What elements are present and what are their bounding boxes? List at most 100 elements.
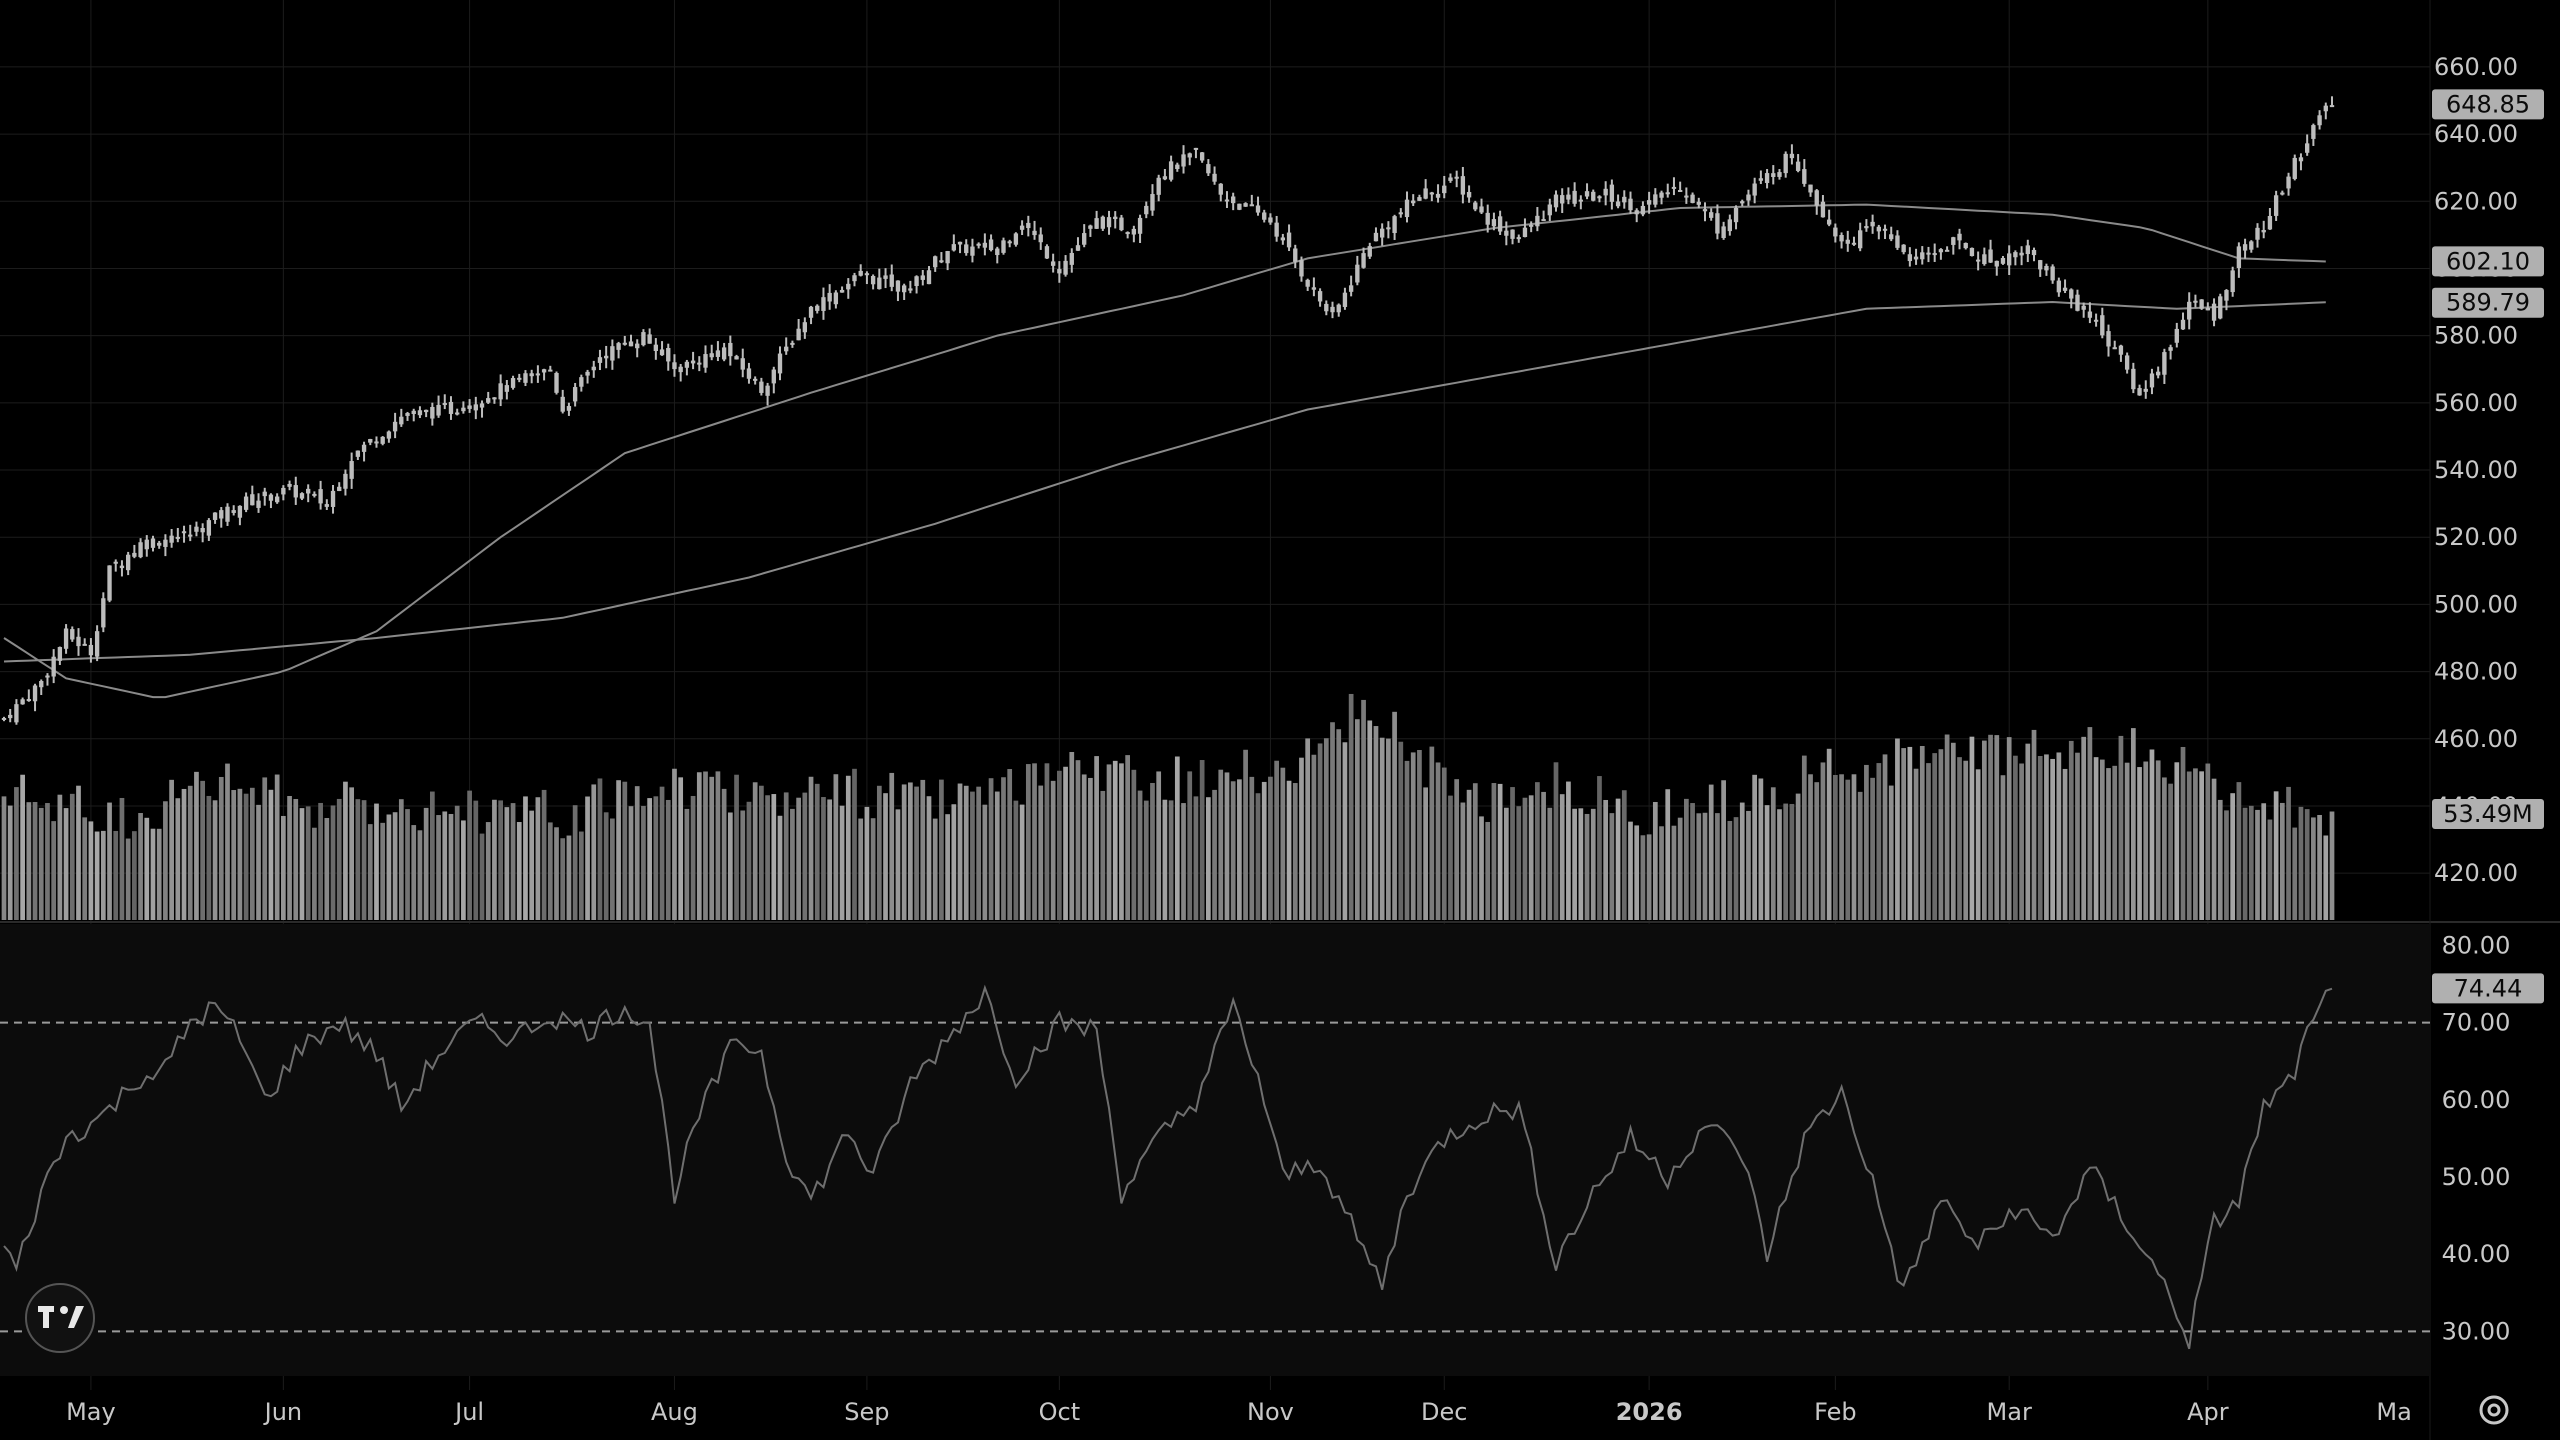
candle-body [2149,373,2155,388]
volume-bar [1944,734,1950,920]
price-tick-label: 620.00 [2434,187,2518,215]
volume-bar [1348,693,1354,920]
volume-bar [1212,789,1217,920]
price-tick-label: 460.00 [2434,725,2518,753]
volume-bar [150,828,156,920]
candle-body [1628,198,1633,211]
volume-bar [107,802,112,920]
candle-body [684,361,690,368]
volume-bar [374,803,379,920]
candle-body [1193,147,1199,150]
volume-bar [641,805,646,920]
volume-bar [1615,798,1621,920]
gear-icon[interactable] [2479,1395,2509,1425]
candle-body [368,439,373,443]
volume-bar [2292,827,2298,920]
osc-tick-label: 30.00 [2442,1317,2511,1345]
volume-bar [156,828,162,920]
volume-bar [1957,757,1962,920]
volume-bar [1255,793,1261,920]
volume-bar [448,813,454,920]
volume-bar [187,785,193,920]
volume-bar [932,818,938,920]
volume-bar [1181,803,1186,920]
candle-body [2013,252,2018,258]
volume-bar [380,822,386,920]
candle-body [1553,194,1559,208]
volume-bar [1230,781,1236,920]
volume-bar [1646,834,1652,920]
candle-body [361,444,367,452]
volume-bar [951,804,957,920]
candle-body [2230,270,2235,293]
candle-body [45,675,50,678]
volume-bar [1739,802,1745,920]
candle-body [231,510,236,513]
candle-body [666,348,671,362]
candle-body [2124,355,2130,370]
time-label: Sep [844,1398,889,1426]
volume-bar [1299,757,1304,920]
candle-body [877,277,882,290]
candle-body [1727,219,1732,232]
volume-bar [45,803,50,920]
volume-bar [914,786,919,920]
volume-bar [2050,758,2055,920]
candle-body [1137,217,1143,234]
candle-body [169,535,174,543]
candle-body [188,534,193,537]
volume-bar [1801,755,1807,920]
candle-body [1609,184,1615,202]
volume-bar [361,800,367,920]
time-axis[interactable]: May Jun Jul Aug Sep Oct Nov Dec 2026 Feb Mar Apr Ma [66,1398,2412,1426]
candle-body [864,273,870,276]
volume-bar [436,815,441,920]
volume-bar [1069,751,1075,920]
volume-bar [2298,806,2304,920]
volume-bar [2013,755,2018,920]
volume-bar [864,806,870,920]
volume-bar [585,796,590,920]
candle-body [318,489,323,504]
candle-body [1392,216,1397,234]
candle-body [2069,289,2074,299]
volume-bar [1460,802,1466,920]
candle-body [1622,196,1627,203]
volume-bar [597,778,603,920]
candle-body [1442,185,1447,194]
candle-body [678,366,683,373]
candle-body [32,685,38,702]
volume-bar [1007,769,1013,920]
candle-body [268,494,274,501]
candle-body [895,280,901,292]
candle-body [604,355,609,359]
volume-bar [1317,743,1323,920]
candle-body [2056,280,2062,293]
volume-bar [802,792,808,920]
candle-body [101,598,106,628]
candle-body [870,276,876,285]
candle-body [535,373,541,376]
candle-body [1597,196,1602,199]
volume-bar [473,800,479,920]
candle-body [846,283,851,290]
candle-body [14,704,19,723]
volume-bar [1162,799,1168,920]
volume-bar [2205,763,2211,920]
volume-bar [1727,820,1733,920]
candle-body [2280,192,2285,195]
tradingview-logo-icon[interactable] [25,1283,95,1353]
candle-body [790,342,795,345]
volume-bar [1895,738,1900,920]
volume-bar [138,813,143,920]
volume-bar [2304,809,2310,920]
volume-bar [647,798,652,920]
candle-body [1646,200,1652,205]
candle-body [1541,219,1546,222]
candle-body [1069,252,1074,265]
candle-body [1653,194,1658,205]
volume-bar [765,795,770,920]
candle-body [479,403,485,408]
